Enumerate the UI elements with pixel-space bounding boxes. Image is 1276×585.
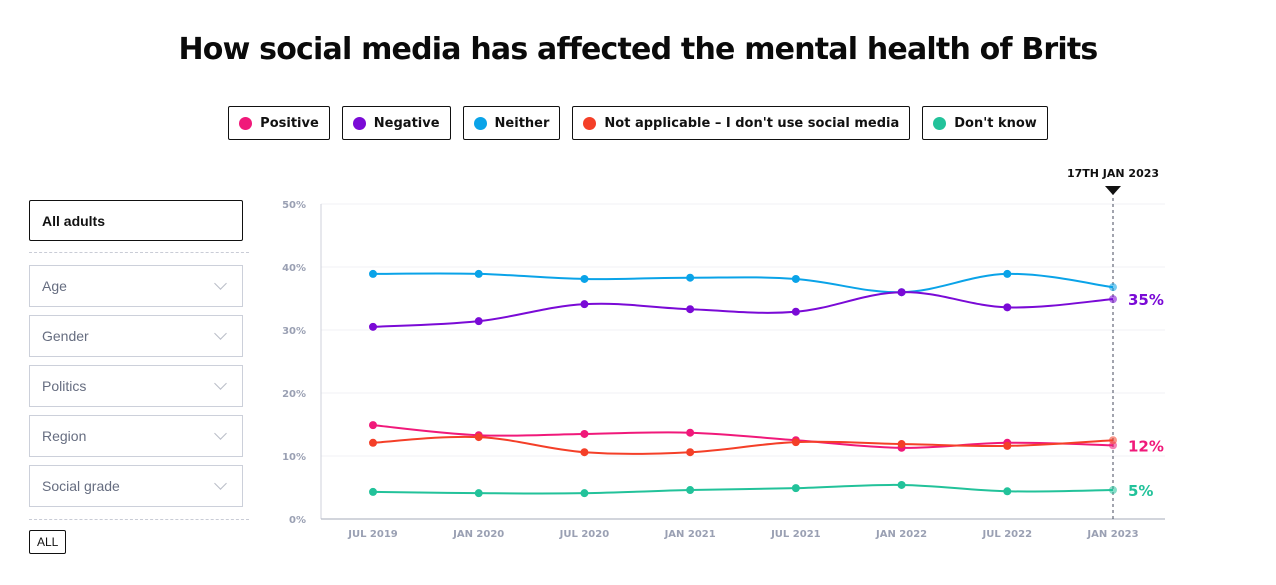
data-point-not-applicable-i-don-t-use-social-media xyxy=(897,440,906,449)
legend-label: Neither xyxy=(494,115,550,131)
legend-label: Don't know xyxy=(954,115,1037,131)
data-point-not-applicable-i-don-t-use-social-media xyxy=(580,448,589,457)
dropdown-label: Politics xyxy=(42,378,87,394)
data-point-negative xyxy=(369,322,377,331)
data-point-not-applicable-i-don-t-use-social-media xyxy=(1109,436,1117,445)
x-tick-label: JAN 2022 xyxy=(875,529,927,540)
data-point-don-t-know xyxy=(474,489,483,498)
data-point-neither xyxy=(791,274,800,283)
legend: Positive Negative Neither Not applicable – … xyxy=(0,106,1276,140)
series-line-negative xyxy=(372,291,1114,328)
filter-dropdown-gender[interactable]: Gender xyxy=(29,315,243,357)
legend-dot-icon xyxy=(239,116,253,130)
series-line-don-t-know xyxy=(372,483,1114,495)
x-tick-label: JAN 2021 xyxy=(664,529,716,540)
legend-item-negative[interactable]: Negative xyxy=(341,106,451,140)
data-point-neither xyxy=(1003,269,1012,278)
data-point-positive xyxy=(686,428,695,437)
all-adults-filter[interactable]: All adults xyxy=(29,200,243,241)
legend-item-don-t-know[interactable]: Don't know xyxy=(922,106,1048,140)
filter-panel: All adults Age Gender Politics Region Social… xyxy=(29,200,249,554)
data-point-negative xyxy=(474,317,483,326)
data-point-negative xyxy=(686,305,695,314)
legend-label: Negative xyxy=(373,115,440,131)
y-tick-label: 50% xyxy=(282,200,306,211)
data-point-don-t-know xyxy=(686,486,695,495)
data-point-not-applicable-i-don-t-use-social-media xyxy=(1003,441,1012,450)
data-point-negative xyxy=(791,307,800,316)
filter-dropdown-region[interactable]: Region xyxy=(29,415,243,457)
divider xyxy=(29,252,249,253)
data-point-negative xyxy=(1109,295,1117,304)
data-point-negative xyxy=(580,300,589,309)
data-point-don-t-know xyxy=(369,487,377,496)
filter-dropdown-politics[interactable]: Politics xyxy=(29,365,243,407)
legend-dot-icon xyxy=(352,116,366,130)
data-point-neither xyxy=(369,269,377,278)
data-point-don-t-know xyxy=(1003,487,1012,496)
data-point-negative xyxy=(897,288,906,297)
all-button[interactable]: ALL xyxy=(29,530,67,554)
y-tick-label: 20% xyxy=(282,389,306,400)
filter-dropdown-age[interactable]: Age xyxy=(29,265,243,307)
legend-label: Positive xyxy=(260,115,319,131)
data-point-not-applicable-i-don-t-use-social-media xyxy=(791,438,800,447)
data-point-not-applicable-i-don-t-use-social-media xyxy=(686,448,695,457)
legend-item-positive[interactable]: Positive xyxy=(228,106,330,140)
dropdown-label: Age xyxy=(42,278,67,294)
data-point-neither xyxy=(686,273,695,282)
legend-dot-icon xyxy=(473,116,487,130)
x-tick-label: JAN 2020 xyxy=(452,529,504,540)
data-point-don-t-know xyxy=(897,480,906,489)
data-point-don-t-know xyxy=(1109,486,1117,495)
divider xyxy=(29,519,249,520)
legend-dot-icon xyxy=(583,116,597,130)
series-line-positive xyxy=(372,424,1114,449)
data-point-not-applicable-i-don-t-use-social-media xyxy=(474,433,483,442)
y-tick-label: 40% xyxy=(282,263,306,274)
legend-item-not-applicable-i-don-t-use-social-media[interactable]: Not applicable – I don't use social medi… xyxy=(572,106,911,140)
end-label-don-t-know: 5% xyxy=(1128,482,1153,500)
page-title: How social media has affected the mental… xyxy=(178,32,1098,67)
filter-dropdown-social-grade[interactable]: Social grade xyxy=(29,465,243,507)
data-point-positive xyxy=(369,421,377,430)
x-tick-label: JUL 2022 xyxy=(982,529,1033,540)
end-label-positive: 12% xyxy=(1128,437,1164,455)
data-point-don-t-know xyxy=(580,489,589,498)
data-point-neither xyxy=(1109,283,1117,292)
y-tick-label: 10% xyxy=(282,452,306,463)
legend-item-neither[interactable]: Neither xyxy=(462,106,561,140)
dropdown-label: Gender xyxy=(42,328,89,344)
series-line-not-applicable-i-don-t-use-social-media xyxy=(372,435,1114,455)
x-tick-label: JAN 2023 xyxy=(1086,529,1138,540)
data-point-negative xyxy=(1003,303,1012,312)
x-tick-label: JUL 2021 xyxy=(770,529,821,540)
series-line-neither xyxy=(372,272,1114,294)
data-point-neither xyxy=(580,274,589,283)
legend-dot-icon xyxy=(933,116,947,130)
dropdown-label: Region xyxy=(42,428,87,444)
end-label-negative: 35% xyxy=(1128,291,1164,309)
data-point-don-t-know xyxy=(791,484,800,493)
x-tick-label: JUL 2020 xyxy=(559,529,610,540)
y-tick-label: 0% xyxy=(289,515,306,526)
y-tick-label: 30% xyxy=(282,326,306,337)
dropdown-label: Social grade xyxy=(42,478,120,494)
annotation-label: 17TH JAN 2023 xyxy=(1067,167,1159,180)
data-point-not-applicable-i-don-t-use-social-media xyxy=(369,438,377,447)
legend-label: Not applicable – I don't use social medi… xyxy=(604,115,900,131)
x-tick-label: JUL 2019 xyxy=(347,529,398,540)
data-point-positive xyxy=(580,429,589,438)
annotation-marker-icon xyxy=(1105,186,1121,195)
data-point-neither xyxy=(474,269,483,278)
